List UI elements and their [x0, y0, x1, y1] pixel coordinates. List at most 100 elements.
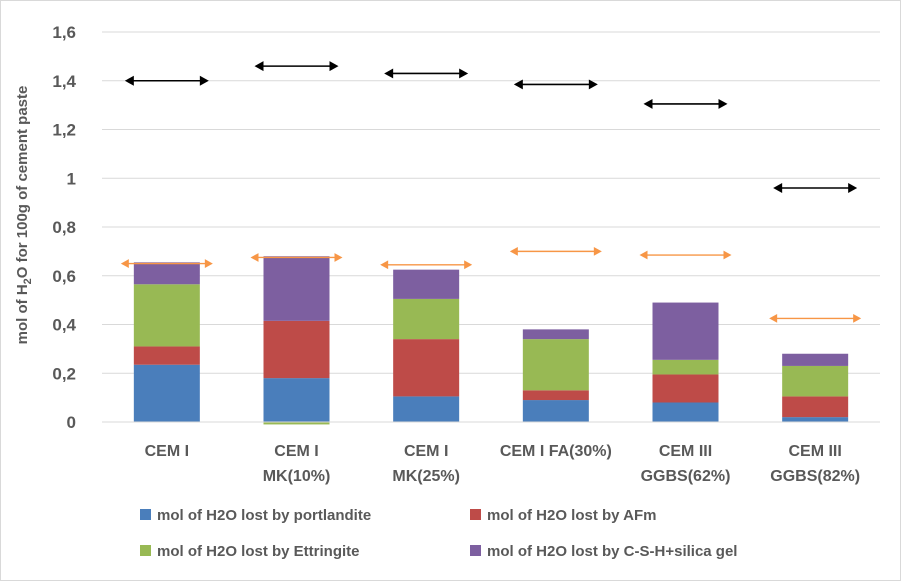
bar-segment [133, 284, 200, 347]
bar-segment [393, 339, 460, 397]
black-range-arrow-head-left [254, 61, 264, 72]
orange-range-arrow-head-left [639, 250, 648, 260]
bar-segment [782, 417, 849, 422]
y-tick-label: 1,6 [52, 23, 76, 42]
orange-range-arrow-head-left [769, 314, 778, 323]
legend-swatch [470, 545, 481, 556]
y-tick-label: 1 [67, 169, 76, 188]
y-tick-label: 0,6 [52, 267, 76, 286]
black-range-arrow [124, 75, 209, 86]
y-tick-label: 0,4 [52, 316, 76, 335]
category-label: MK(25%) [392, 468, 460, 485]
category-label: CEM III [659, 443, 712, 460]
category-label: CEM I [145, 443, 189, 460]
legend-swatch [140, 545, 151, 556]
legend-label: mol of H2O lost by Ettringite [157, 543, 360, 560]
category-label: MK(10%) [263, 468, 331, 485]
black-range-arrow [384, 68, 469, 79]
category-label: CEM I [404, 443, 448, 460]
orange-range-arrow [639, 250, 732, 260]
black-range-arrow-head-right [199, 75, 209, 86]
bar-segment [133, 364, 200, 422]
orange-range-arrow-head-left [250, 253, 259, 262]
bar-segment [652, 374, 719, 403]
range-arrows [120, 61, 862, 323]
orange-range-arrow [769, 314, 862, 323]
bar-segment [652, 302, 719, 360]
y-tick-label: 0 [67, 413, 76, 432]
orange-range-arrow-head-left [120, 259, 129, 268]
orange-range-arrow-head-right [464, 260, 473, 270]
legend: mol of H2O lost by portlandite mol of H2O… [140, 507, 737, 560]
bar-segment [263, 320, 330, 379]
black-range-arrow-head-left [124, 75, 134, 86]
orange-range-arrow [250, 253, 343, 262]
category-label: CEM I [274, 443, 318, 460]
black-range-arrow [773, 183, 858, 193]
black-range-arrow-head-left [384, 68, 394, 79]
legend-item: mol of H2O lost by Ettringite [140, 543, 360, 560]
legend-label: mol of H2O lost by C-S-H+silica gel [487, 543, 737, 560]
orange-range-arrow-head-right [853, 314, 862, 323]
bar-segment [133, 262, 200, 285]
y-tick-label: 1,2 [52, 121, 76, 140]
legend-item: mol of H2O lost by portlandite [140, 507, 371, 524]
legend-item: mol of H2O lost by AFm [470, 507, 656, 524]
orange-range-arrow-head-left [380, 260, 389, 270]
legend-swatch [140, 509, 151, 520]
orange-range-arrow [380, 260, 473, 270]
category-label: GGBS(62%) [641, 468, 731, 485]
bar-segment [522, 400, 589, 422]
black-range-arrow-head-left [773, 183, 783, 193]
bars [133, 256, 849, 425]
legend-swatch [470, 509, 481, 520]
bar-segment [263, 256, 330, 321]
bar-segment [782, 396, 849, 418]
y-tick-label: 0,8 [52, 218, 76, 237]
black-range-arrow [513, 79, 598, 90]
gridlines [102, 31, 880, 374]
orange-range-arrow-head-right [593, 246, 602, 256]
category-label: GGBS(82%) [770, 468, 860, 485]
y-axis-ticks: 0 0,2 0,4 0,6 0,8 1 1,2 1,4 1,6 [52, 23, 76, 432]
black-range-arrow [643, 98, 728, 109]
orange-range-arrow-head-right [723, 250, 732, 260]
orange-range-arrow-head-right [204, 259, 213, 268]
black-range-arrow-head-right [718, 98, 728, 109]
orange-range-arrow-head-left [509, 246, 518, 256]
bar-segment [393, 269, 460, 299]
category-label: CEM III [788, 443, 841, 460]
y-tick-label: 1,4 [52, 72, 76, 91]
bar-segment [522, 329, 589, 340]
black-range-arrow-head-left [513, 79, 523, 90]
bar-segment [652, 402, 719, 422]
bar-segment [782, 365, 849, 397]
bar-segment [263, 378, 330, 422]
category-labels: CEM I CEM I MK(10%) CEM I MK(25%) CEM I FA(30… [145, 443, 860, 485]
y-tick-label: 0,2 [52, 364, 76, 383]
black-range-arrow-head-left [643, 98, 653, 109]
legend-label: mol of H2O lost by AFm [487, 507, 656, 524]
y-axis-title: mol of H2O for 100g of cement paste [14, 86, 34, 345]
bar-segment [522, 339, 589, 391]
bar-segment [393, 298, 460, 340]
black-range-arrow-head-right [848, 183, 858, 193]
bar-segment [263, 422, 330, 425]
orange-range-arrow [120, 259, 213, 268]
legend-label: mol of H2O lost by portlandite [157, 507, 371, 524]
orange-range-arrow-head-right [334, 253, 343, 262]
black-range-arrow-head-right [329, 61, 339, 72]
bar-segment [652, 359, 719, 375]
bar-segment [133, 346, 200, 365]
bar-segment [393, 396, 460, 422]
bar-segment [522, 390, 589, 401]
legend-item: mol of H2O lost by C-S-H+silica gel [470, 543, 737, 560]
orange-range-arrow [509, 246, 602, 256]
bar-segment [782, 353, 849, 366]
category-label: CEM I FA(30%) [500, 443, 612, 460]
black-range-arrow-head-right [459, 68, 469, 79]
black-range-arrow [254, 61, 339, 72]
black-range-arrow-head-right [588, 79, 598, 90]
